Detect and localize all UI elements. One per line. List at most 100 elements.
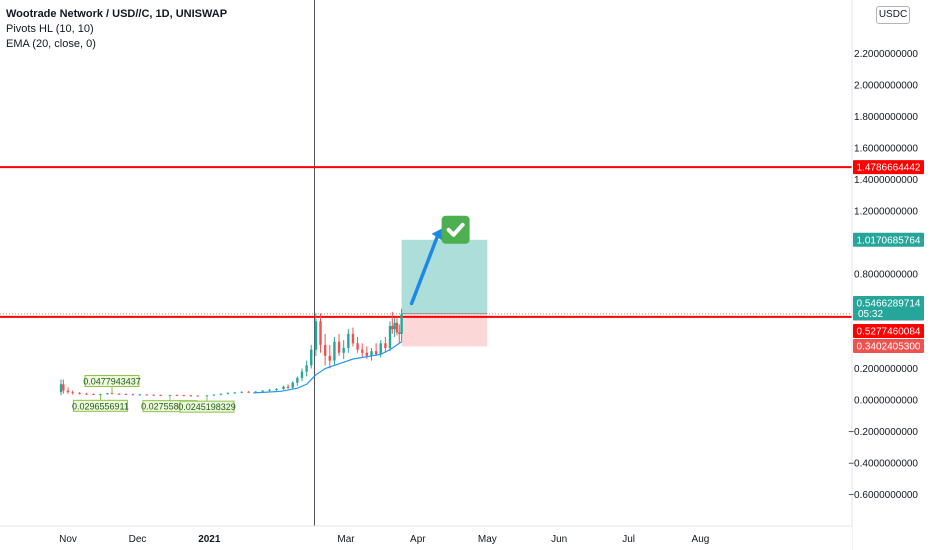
svg-text:0.3402405300: 0.3402405300 [857, 342, 921, 353]
chart-legend: Wootrade Network / USD//C, 1D, UNISWAP P… [6, 7, 227, 52]
y-tick-label: 2.0000000000 [854, 81, 918, 92]
loss-zone[interactable] [401, 313, 488, 347]
candle [310, 344, 313, 369]
y-tick-label: 1.2000000000 [854, 207, 918, 218]
candle [247, 390, 250, 393]
svg-text:0.0275587566: 0.0275587566 [141, 402, 199, 412]
candle [124, 393, 128, 396]
y-tick-label: −0.6000000000 [848, 490, 918, 501]
candle [226, 392, 230, 395]
candle [196, 395, 199, 397]
x-tick-label: Jun [551, 534, 567, 545]
candle [291, 381, 294, 389]
candle [286, 384, 290, 389]
x-tick-label: Mar [337, 534, 355, 545]
x-tick-label: May [478, 534, 497, 545]
ema-line [253, 341, 402, 394]
y-tick-label: 2.2000000000 [854, 49, 918, 60]
svg-text:0.5466289714: 0.5466289714 [857, 299, 921, 310]
candle [152, 394, 155, 396]
candle [305, 360, 308, 377]
svg-text:0.0245198329: 0.0245198329 [178, 402, 236, 412]
svg-text:0.0296556911: 0.0296556911 [72, 401, 129, 411]
y-tick-label: −0.2000000000 [848, 427, 918, 438]
profit-zone[interactable] [401, 239, 488, 314]
price-tag[interactable]: 0.3402405300 [853, 339, 924, 353]
candle [219, 393, 223, 396]
candle [205, 395, 209, 397]
candle [99, 393, 102, 396]
candle [62, 379, 65, 394]
svg-text:05:32: 05:32 [858, 309, 883, 320]
y-tick-label: −0.4000000000 [848, 459, 918, 470]
candle [92, 393, 95, 396]
y-tick-label: 0.2000000000 [854, 364, 918, 375]
x-tick-label: Apr [410, 534, 426, 545]
check-icon[interactable] [441, 215, 470, 244]
candle [393, 318, 396, 337]
trend-arrow[interactable] [409, 227, 444, 306]
candle [71, 390, 74, 395]
candle [275, 388, 278, 391]
candle [347, 329, 350, 353]
candle [66, 387, 70, 394]
candle [384, 337, 387, 353]
y-tick-label: 1.4000000000 [854, 175, 918, 186]
candle [342, 340, 345, 360]
price-axis[interactable] [852, 0, 932, 550]
candle [282, 385, 285, 390]
candle [314, 313, 318, 356]
symbol-title[interactable]: Wootrade Network / USD//C, 1D, UNISWAP [6, 8, 228, 20]
x-tick-label: 2021 [198, 534, 221, 545]
candle [337, 333, 341, 356]
candle [168, 394, 172, 396]
y-tick-label: 1.6000000000 [854, 144, 918, 155]
candle [319, 313, 322, 353]
candle [361, 343, 364, 358]
x-tick-label: Dec [129, 534, 147, 545]
svg-text:1.0170685764: 1.0170685764 [857, 235, 921, 246]
y-tick-label: 1.8000000000 [854, 112, 918, 123]
candle [175, 394, 179, 396]
price-tag[interactable]: 0.5277460084 [853, 324, 924, 338]
candle [328, 344, 331, 369]
candle [117, 393, 121, 395]
candle [351, 327, 355, 347]
candle [398, 324, 401, 344]
candle [374, 343, 378, 356]
candle [400, 308, 403, 342]
candle [323, 333, 327, 366]
time-axis[interactable] [0, 526, 852, 550]
candle [268, 388, 271, 392]
candle [59, 379, 63, 396]
candle [131, 393, 135, 396]
indicator-pivots-label[interactable]: Pivots HL (10, 10) [6, 23, 94, 35]
price-tag[interactable]: 1.4786664442 [853, 160, 924, 175]
candle [159, 394, 162, 397]
candle [106, 392, 109, 395]
candle [300, 368, 304, 382]
x-tick-label: Jul [622, 534, 635, 545]
candle [145, 394, 148, 396]
candle [189, 394, 192, 397]
candle [212, 394, 216, 396]
svg-text:0.0477943437: 0.0477943437 [83, 376, 141, 386]
candle [370, 348, 373, 361]
x-tick-label: Aug [692, 534, 710, 545]
indicator-ema-label[interactable]: EMA (20, close, 0) [6, 38, 96, 50]
pivot-label: 0.0245198329 [178, 396, 236, 413]
currency-button[interactable]: USDC [876, 6, 910, 24]
candle [110, 392, 114, 395]
x-tick-label: Nov [59, 534, 77, 545]
candle [395, 316, 399, 336]
candle [85, 392, 88, 395]
y-tick-label: 0.0000000000 [854, 396, 918, 407]
candle [356, 337, 359, 353]
candle [333, 337, 336, 366]
price-tag[interactable]: 1.0170685764 [853, 232, 924, 247]
svg-text:1.4786664442: 1.4786664442 [857, 163, 921, 174]
candle [296, 376, 299, 386]
